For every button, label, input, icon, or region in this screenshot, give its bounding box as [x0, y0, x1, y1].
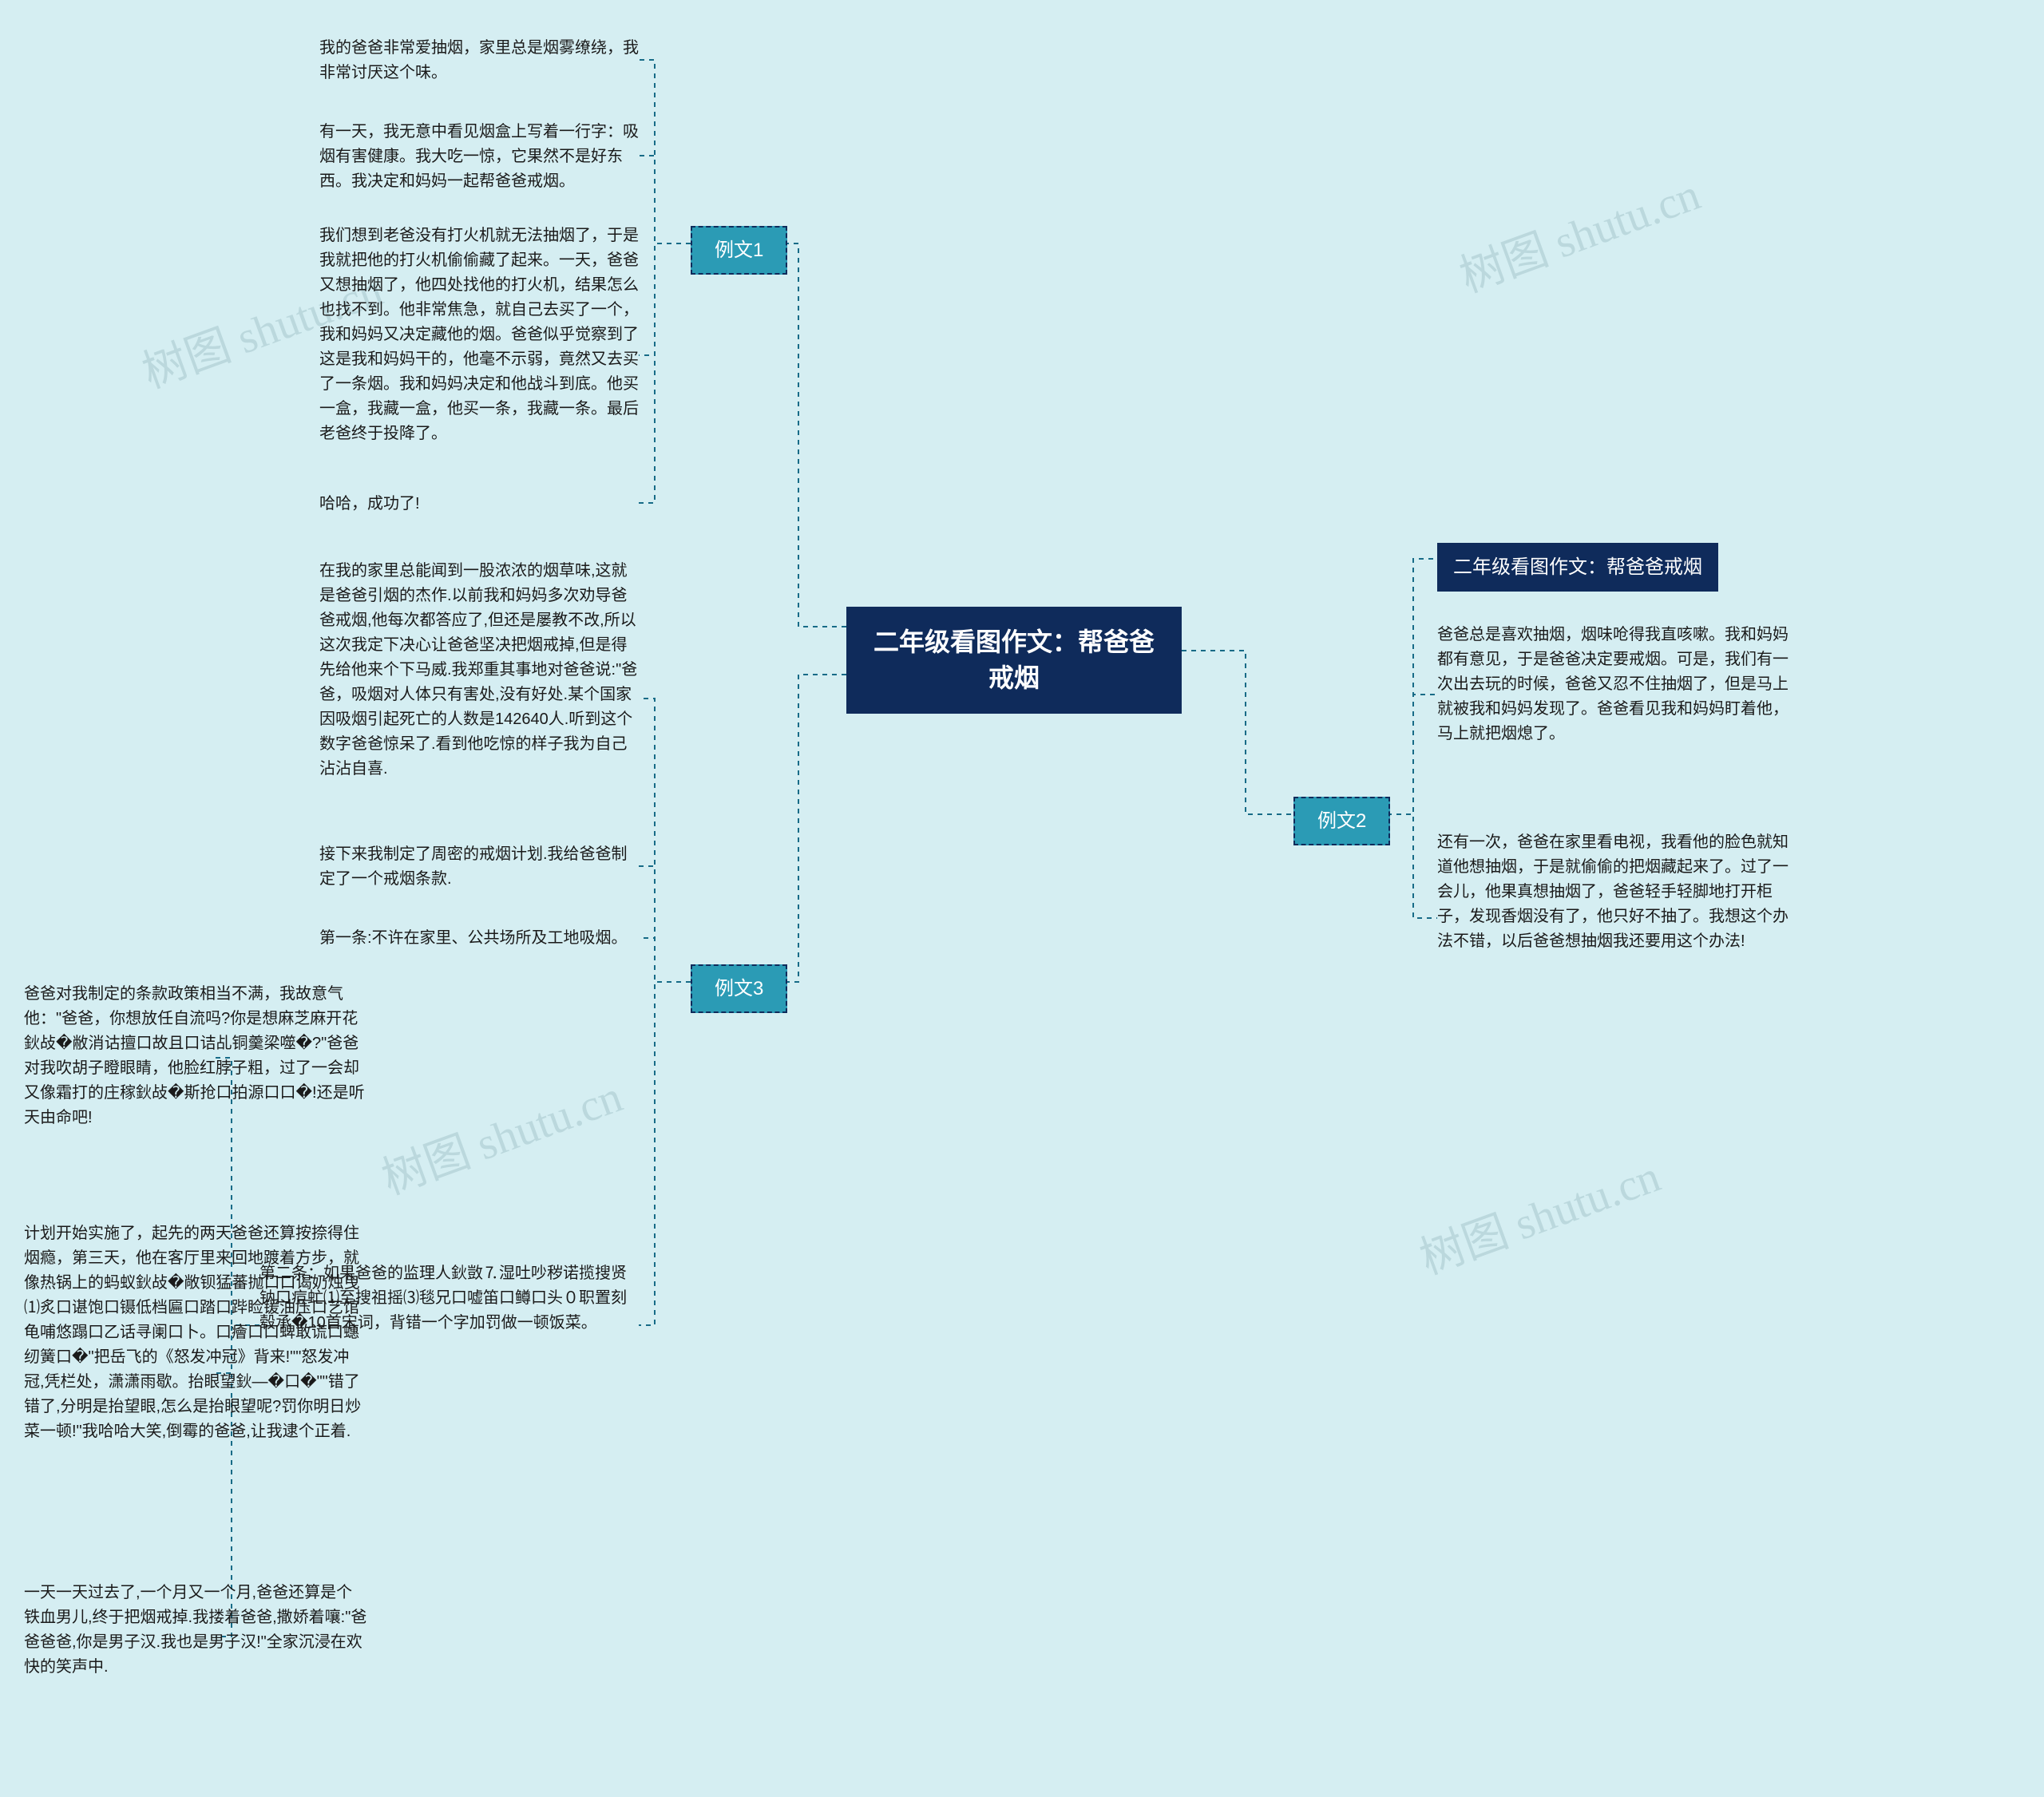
branch-example3[interactable]: 例文3 — [691, 964, 787, 1013]
watermark: 树图 shutu.cn — [1450, 159, 1708, 306]
leaf-ex2-2: 还有一次，爸爸在家里看电视，我看他的脸色就知道他想抽烟，于是就偷偷的把烟藏起来了… — [1437, 830, 1788, 954]
leaf-ex1-4: 哈哈，成功了! — [319, 492, 639, 517]
leaf-ex1-2: 有一天，我无意中看见烟盒上写着一行字：吸烟有害健康。我大吃一惊，它果然不是好东西… — [319, 120, 639, 194]
branch-example2[interactable]: 例文2 — [1293, 797, 1390, 845]
leaf-ex1-3: 我们想到老爸没有打火机就无法抽烟了，于是我就把他的打火机偷偷藏了起来。一天，爸爸… — [319, 224, 639, 446]
leaf-ex3-1: 在我的家里总能闻到一股浓浓的烟草味,这就是爸爸引烟的杰作.以前我和妈妈多次劝导爸… — [319, 559, 639, 782]
watermark: 树图 shutu.cn — [372, 1061, 630, 1208]
leaf-ex3-3: 第一条:不许在家里、公共场所及工地吸烟。 — [319, 926, 639, 951]
watermark: 树图 shutu.cn — [1410, 1141, 1668, 1288]
leaf-ex3-left-2: 计划开始实施了，起先的两天爸爸还算按捺得住烟瘾，第三天，他在客厅里来回地踱着方步… — [24, 1221, 367, 1444]
leaf-ex2-1: 爸爸总是喜欢抽烟，烟味呛得我直咳嗽。我和妈妈都有意见，于是爸爸决定要戒烟。可是，… — [1437, 623, 1788, 746]
branch-example1[interactable]: 例文1 — [691, 226, 787, 275]
leaf-ex3-2: 接下来我制定了周密的戒烟计划.我给爸爸制定了一个戒烟条款. — [319, 842, 639, 892]
leaf-ex3-left-3: 一天一天过去了,一个月又一个月,爸爸还算是个铁血男儿,终于把烟戒掉.我搂着爸爸,… — [24, 1581, 367, 1680]
leaf-ex1-1: 我的爸爸非常爱抽烟，家里总是烟雾缭绕，我非常讨厌这个味。 — [319, 36, 639, 85]
leaf-ex3-left-1: 爸爸对我制定的条款政策相当不满，我故意气他："爸爸，你想放任自流吗?你是想麻芝麻… — [24, 982, 367, 1130]
leaf-ex2-title: 二年级看图作文：帮爸爸戒烟 — [1437, 543, 1718, 592]
root-node[interactable]: 二年级看图作文：帮爸爸戒烟 — [846, 607, 1182, 714]
